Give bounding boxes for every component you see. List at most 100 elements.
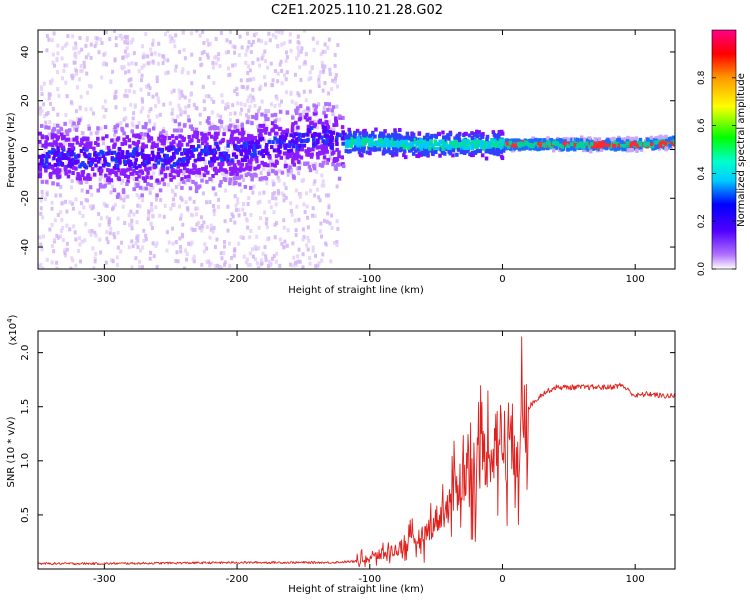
heatmap-cell: [159, 138, 163, 143]
heatmap-cell: [141, 153, 145, 158]
heatmap-cell: [247, 40, 251, 45]
heatmap-cell: [402, 149, 407, 154]
heatmap-cell: [335, 104, 339, 109]
heatmap-cell: [56, 51, 60, 56]
heatmap-cell: [425, 137, 429, 142]
heatmap-cell: [590, 144, 595, 149]
heatmap-cell: [226, 105, 230, 110]
heatmap-cell: [193, 158, 198, 163]
heatmap-cell: [215, 144, 220, 149]
heatmap-cell: [72, 137, 76, 142]
heatmap-cell: [317, 102, 321, 107]
heatmap-cell: [573, 137, 578, 142]
heatmap-cell: [307, 147, 312, 152]
heatmap-cell: [307, 238, 311, 243]
heatmap-cell: [224, 50, 228, 55]
heatmap-cell: [332, 240, 336, 245]
heatmap-cell: [258, 199, 262, 204]
heatmap-cell: [412, 137, 416, 142]
heatmap-cell: [135, 176, 139, 181]
heatmap-cell: [125, 94, 129, 99]
heatmap-cell: [334, 122, 339, 127]
heatmap-cell: [327, 102, 332, 107]
heatmap-cell: [480, 139, 484, 144]
heatmap-cell: [156, 155, 160, 160]
heatmap-cell: [536, 141, 540, 146]
heatmap-cell: [515, 145, 519, 150]
heatmap-cell: [132, 111, 136, 116]
heatmap-cell: [251, 254, 255, 259]
heatmap-cell: [547, 140, 551, 145]
heatmap-cell: [150, 150, 155, 155]
colorbar-frame: [711, 29, 737, 270]
heatmap-cell: [141, 198, 145, 203]
heatmap-cell: [651, 146, 655, 151]
heatmap-cell: [306, 247, 310, 252]
heatmap-cell: [59, 143, 64, 148]
heatmap-cell: [353, 147, 357, 152]
heatmap-cell: [297, 217, 301, 222]
heatmap-cell: [260, 176, 265, 181]
heatmap-cell: [49, 101, 53, 106]
heatmap-cell: [140, 265, 144, 269]
heatmap-cell: [242, 141, 247, 146]
heatmap-cell: [232, 152, 237, 157]
heatmap-cell: [179, 112, 183, 117]
heatmap-cell: [101, 105, 105, 110]
heatmap-cell: [628, 145, 633, 150]
heatmap-cell: [184, 175, 188, 180]
heatmap-cell: [500, 156, 505, 161]
heatmap-cell: [253, 257, 257, 262]
heatmap-cell: [650, 144, 655, 149]
heatmap-cell: [244, 260, 248, 265]
heatmap-cell: [201, 84, 205, 89]
heatmap-cell: [285, 243, 289, 248]
heatmap-cell: [274, 30, 278, 34]
heatmap-cell: [236, 101, 240, 106]
heatmap-cell: [240, 154, 244, 159]
heatmap-cell: [130, 61, 134, 66]
heatmap-cell: [294, 188, 298, 193]
heatmap-cell: [291, 122, 295, 127]
heatmap-cell: [257, 164, 261, 169]
heatmap-cell: [180, 151, 184, 156]
heatmap-cell: [178, 204, 182, 209]
heatmap-cell: [315, 145, 320, 150]
heatmap-cell: [246, 71, 250, 76]
heatmap-cell: [81, 169, 86, 174]
heatmap-cell: [326, 107, 330, 112]
heatmap-cell: [40, 179, 45, 184]
heatmap-cell: [187, 174, 191, 179]
heatmap-cell: [274, 154, 279, 159]
heatmap-cell: [638, 142, 643, 147]
heatmap-cell: [289, 170, 293, 175]
heatmap-cell: [150, 226, 154, 231]
heatmap-cell: [326, 45, 330, 50]
heatmap-cell: [56, 182, 60, 187]
heatmap-cell: [213, 55, 217, 60]
heatmap-cell: [152, 171, 156, 176]
heatmap-cell: [40, 92, 44, 97]
heatmap-cell: [158, 213, 162, 218]
heatmap-cell: [331, 112, 335, 117]
heatmap-cell: [113, 142, 117, 147]
heatmap-cell: [240, 158, 245, 163]
heatmap-cell: [292, 162, 296, 167]
heatmap-cell: [47, 154, 51, 159]
heatmap-cell: [72, 140, 76, 145]
heatmap-cell: [240, 45, 244, 50]
heatmap-cell: [514, 138, 518, 143]
heatmap-cell: [165, 166, 170, 171]
heatmap-cell: [548, 143, 552, 148]
heatmap-cell: [211, 122, 215, 127]
heatmap-cell: [177, 182, 181, 187]
heatmap-cell: [252, 184, 256, 189]
heatmap-cell: [294, 120, 298, 125]
heatmap-cell: [239, 101, 243, 106]
heatmap-cell: [59, 127, 64, 132]
heatmap-cell: [373, 147, 378, 152]
heatmap-cell: [315, 40, 319, 45]
heatmap-cell: [137, 195, 141, 200]
heatmap-cell: [416, 142, 420, 147]
heatmap-cell: [231, 150, 235, 155]
